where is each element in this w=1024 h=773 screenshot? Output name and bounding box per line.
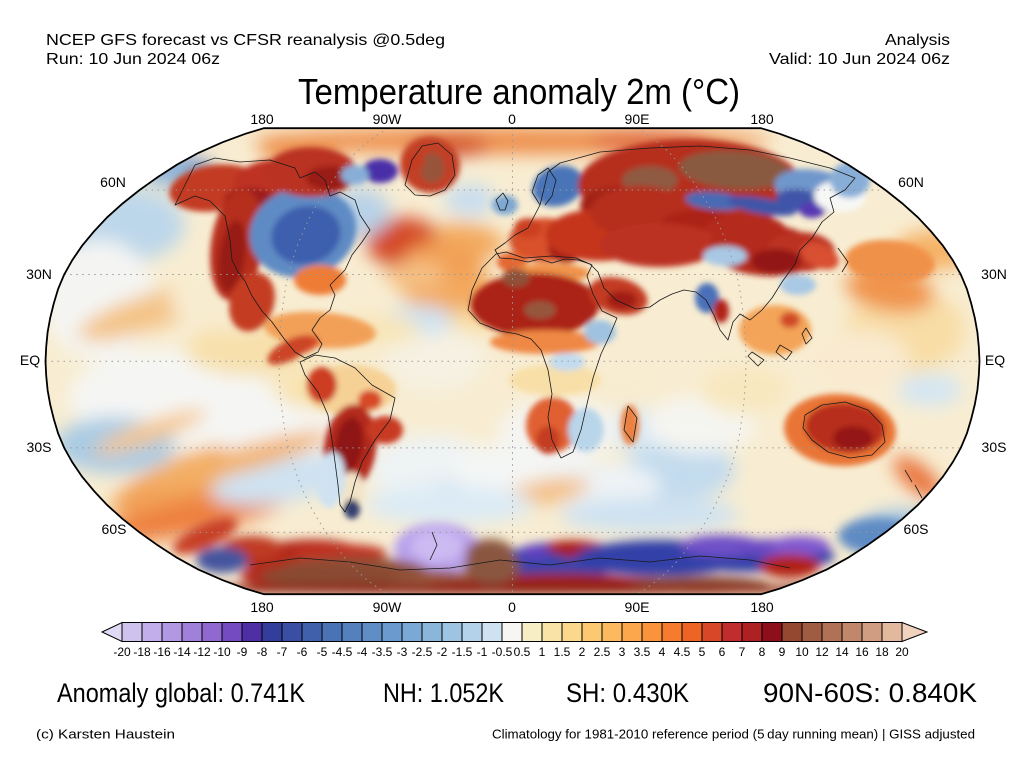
svg-text:-8: -8 [257, 645, 268, 659]
svg-text:4: 4 [659, 645, 666, 659]
svg-text:EQ: EQ [20, 352, 40, 368]
svg-text:-6: -6 [297, 645, 308, 659]
svg-text:3.5: 3.5 [634, 645, 651, 659]
svg-text:16: 16 [855, 645, 869, 659]
svg-text:60N: 60N [100, 174, 126, 190]
svg-text:-1: -1 [477, 645, 488, 659]
svg-text:8: 8 [759, 645, 766, 659]
svg-text:30S: 30S [982, 439, 1007, 455]
svg-text:0: 0 [508, 111, 516, 127]
svg-text:-3: -3 [397, 645, 408, 659]
svg-text:Anomaly global: 0.741K: Anomaly global: 0.741K [57, 678, 305, 708]
svg-text:18: 18 [875, 645, 889, 659]
svg-text:60N: 60N [898, 174, 924, 190]
svg-text:Run: 10 Jun 2024 06z: Run: 10 Jun 2024 06z [46, 51, 220, 68]
svg-text:30N: 30N [26, 266, 52, 282]
svg-text:90W: 90W [373, 111, 403, 127]
svg-text:-16: -16 [153, 645, 171, 659]
svg-text:60S: 60S [904, 521, 929, 537]
svg-text:60S: 60S [102, 521, 127, 537]
svg-text:0: 0 [508, 599, 516, 615]
svg-text:180: 180 [250, 111, 274, 127]
svg-text:9: 9 [779, 645, 786, 659]
svg-text:12: 12 [815, 645, 829, 659]
svg-text:-0.5: -0.5 [492, 645, 513, 659]
svg-text:-2: -2 [437, 645, 448, 659]
svg-text:-14: -14 [173, 645, 191, 659]
svg-text:Climatology for 1981-2010 refe: Climatology for 1981-2010 reference peri… [492, 727, 975, 742]
svg-text:20: 20 [895, 645, 909, 659]
svg-text:5: 5 [699, 645, 706, 659]
svg-text:-5: -5 [317, 645, 328, 659]
svg-text:6: 6 [719, 645, 726, 659]
svg-text:-12: -12 [193, 645, 211, 659]
svg-text:-20: -20 [113, 645, 131, 659]
svg-text:90E: 90E [625, 599, 650, 615]
svg-text:14: 14 [835, 645, 849, 659]
svg-text:EQ: EQ [985, 352, 1005, 368]
svg-text:Valid: 10 Jun 2024 06z: Valid: 10 Jun 2024 06z [769, 51, 950, 68]
svg-text:90N-60S: 0.840K: 90N-60S: 0.840K [763, 678, 977, 708]
svg-text:(c) Karsten Haustein: (c) Karsten Haustein [36, 727, 175, 742]
svg-text:Analysis: Analysis [885, 32, 950, 49]
svg-text:-10: -10 [213, 645, 231, 659]
svg-text:NCEP GFS forecast vs CFSR rean: NCEP GFS forecast vs CFSR reanalysis @0.… [46, 32, 445, 49]
svg-text:4.5: 4.5 [674, 645, 691, 659]
svg-text:1.5: 1.5 [554, 645, 571, 659]
svg-text:-7: -7 [277, 645, 288, 659]
svg-text:2.5: 2.5 [594, 645, 611, 659]
svg-text:-9: -9 [237, 645, 248, 659]
svg-text:-1.5: -1.5 [452, 645, 473, 659]
svg-text:7: 7 [739, 645, 746, 659]
svg-text:1: 1 [539, 645, 546, 659]
svg-text:-4.5: -4.5 [332, 645, 353, 659]
svg-text:0.5: 0.5 [514, 645, 531, 659]
svg-text:-2.5: -2.5 [412, 645, 433, 659]
svg-text:180: 180 [750, 599, 774, 615]
svg-text:90E: 90E [625, 111, 650, 127]
svg-text:30N: 30N [981, 266, 1007, 282]
svg-text:SH: 0.430K: SH: 0.430K [566, 678, 689, 708]
svg-text:Temperature anomaly 2m (°C): Temperature anomaly 2m (°C) [298, 71, 740, 112]
svg-text:30S: 30S [27, 439, 52, 455]
svg-text:3: 3 [619, 645, 626, 659]
svg-text:180: 180 [750, 111, 774, 127]
svg-text:10: 10 [795, 645, 809, 659]
svg-text:180: 180 [250, 599, 274, 615]
svg-text:NH: 1.052K: NH: 1.052K [383, 678, 504, 708]
svg-text:-18: -18 [133, 645, 151, 659]
svg-text:2: 2 [579, 645, 586, 659]
svg-text:-4: -4 [357, 645, 368, 659]
svg-text:-3.5: -3.5 [372, 645, 393, 659]
svg-text:90W: 90W [373, 599, 403, 615]
